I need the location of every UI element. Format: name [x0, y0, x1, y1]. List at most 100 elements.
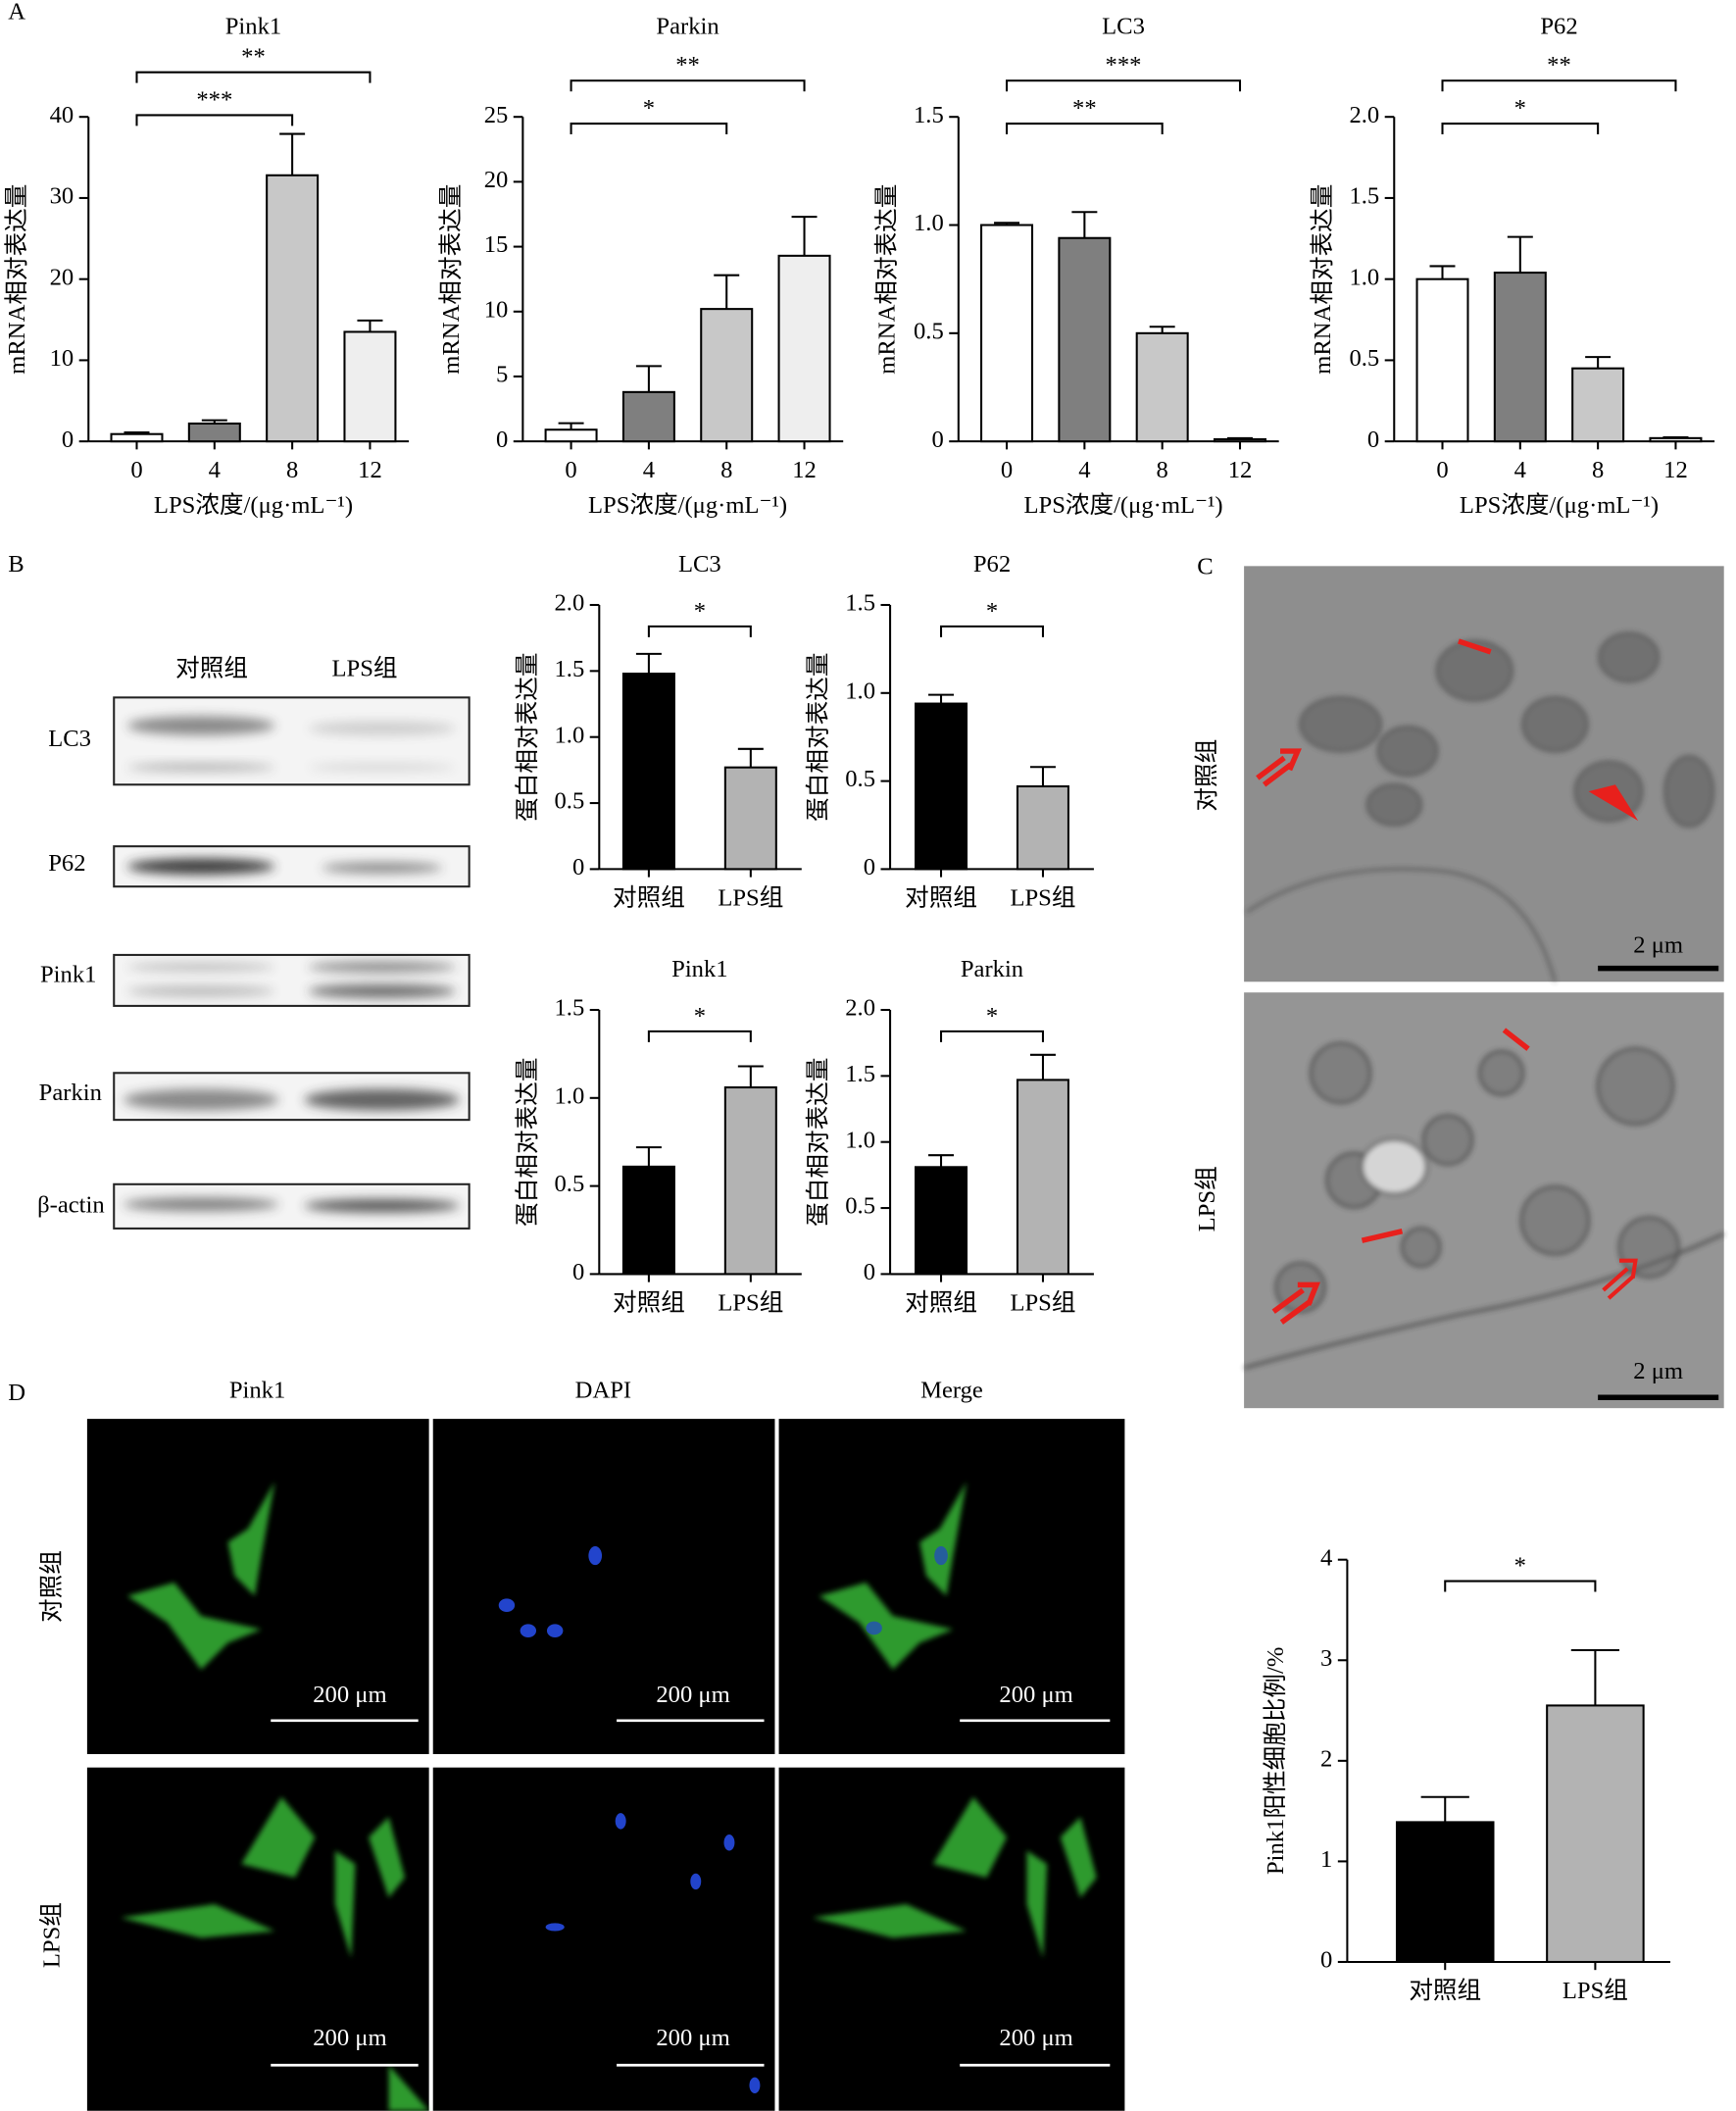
bar: [621, 1165, 675, 1276]
x-tick-label: 8: [720, 457, 732, 483]
bar: [1213, 437, 1267, 443]
band: [308, 763, 456, 772]
significance-bracket: [1006, 79, 1242, 92]
y-axis-label: mRNA相对表达量: [1309, 184, 1336, 375]
blot-protein: Pink1: [40, 961, 96, 987]
y-tick-label: 0: [931, 427, 943, 453]
significance-bracket: [1006, 123, 1164, 134]
band: [126, 763, 275, 772]
fluorescence-images: Pink1 DAPI Merge 对照组 LPS组 200 μm 200 μm …: [37, 1377, 1125, 2111]
panel-label: A: [8, 0, 25, 25]
error-bar: [737, 747, 764, 768]
em-group: 对照组: [1193, 739, 1220, 812]
y-tick-label: 1.5: [845, 590, 875, 617]
y-tick-label: 25: [484, 102, 509, 128]
bar: [723, 1086, 777, 1276]
error-bar: [357, 319, 383, 332]
significance-bracket: [1444, 1580, 1597, 1592]
chart-title: Parkin: [961, 956, 1023, 982]
y-tick-label: 0.5: [554, 1171, 584, 1197]
x-tick-label: 8: [1157, 457, 1168, 483]
significance-label: ***: [196, 86, 232, 113]
band: [123, 1088, 279, 1111]
bar: [915, 702, 968, 871]
y-tick-label: 2.0: [845, 995, 875, 1022]
y-axis-label: 蛋白相对表达量: [514, 1058, 541, 1227]
bar: [1649, 436, 1703, 443]
x-axis-label: LPS浓度/(μg·mL⁻¹): [1023, 491, 1222, 519]
x-tick-label: 对照组: [613, 884, 685, 912]
blot-protein: LC3: [48, 726, 91, 752]
channel-title: Merge: [920, 1377, 983, 1403]
bar: [621, 673, 675, 871]
y-tick-label: 1: [1320, 1846, 1332, 1873]
band: [304, 1088, 461, 1111]
y-axis-label: 蛋白相对表达量: [514, 653, 541, 822]
x-tick-label: 4: [1514, 457, 1526, 483]
x-tick-label: LPS组: [718, 1289, 783, 1317]
scale-bar-label: 200 μm: [656, 2025, 729, 2051]
y-tick-label: 0: [572, 854, 584, 880]
channel-title: DAPI: [575, 1377, 631, 1403]
bar: [1016, 784, 1069, 871]
bar: [723, 766, 777, 871]
y-tick-label: 3: [1320, 1645, 1332, 1672]
error-bar: [1507, 235, 1533, 274]
panel-label: C: [1197, 554, 1213, 580]
y-tick-label: 0: [62, 427, 74, 453]
error-bar: [558, 422, 584, 430]
error-bar: [1029, 1053, 1056, 1081]
significance-label: **: [675, 52, 700, 78]
band: [126, 716, 275, 735]
bar: [343, 330, 397, 443]
significance-bracket: [1441, 123, 1600, 134]
band: [126, 963, 275, 972]
significance-label: **: [1072, 95, 1097, 122]
blot-group: 对照组: [175, 655, 248, 682]
x-tick-label: 对照组: [613, 1289, 685, 1317]
error-bar: [1071, 211, 1098, 238]
scale-bar-label: 200 μm: [999, 2025, 1072, 2051]
error-bar: [635, 1146, 662, 1167]
y-tick-label: 1.0: [914, 210, 944, 236]
x-tick-label: 12: [358, 457, 382, 483]
y-tick-label: 0: [572, 1259, 584, 1285]
bar: [1571, 367, 1625, 443]
bar: [700, 308, 754, 443]
y-axis-label: 蛋白相对表达量: [805, 653, 832, 822]
error-bar: [737, 1065, 764, 1088]
em-image: [1244, 566, 1724, 982]
y-tick-label: 0: [864, 1259, 875, 1285]
x-tick-label: 对照组: [905, 884, 977, 912]
x-tick-label: 0: [1001, 457, 1013, 483]
y-tick-label: 30: [50, 183, 74, 210]
x-tick-label: 对照组: [905, 1289, 977, 1317]
bar: [1016, 1079, 1069, 1276]
blot-protein: P62: [48, 850, 85, 877]
y-tick-label: 1.0: [845, 1127, 875, 1153]
error-bar: [714, 274, 740, 310]
error-bar: [928, 1154, 955, 1168]
bar: [544, 428, 598, 443]
y-tick-label: 0: [1320, 1947, 1332, 1974]
band: [126, 985, 275, 997]
significance-bracket: [570, 123, 728, 134]
scale-bar-label: 2 μm: [1633, 1358, 1683, 1384]
panel-label: D: [8, 1380, 25, 1406]
fluorescence-image: [86, 1419, 429, 1755]
y-axis-label: mRNA相对表达量: [437, 184, 465, 375]
x-tick-label: 12: [1663, 457, 1688, 483]
scale-bar-label: 200 μm: [313, 2025, 386, 2051]
bar: [980, 224, 1034, 443]
x-tick-label: LPS组: [1010, 1289, 1075, 1317]
fluorescence-image: [432, 1419, 775, 1755]
y-tick-label: 0: [496, 427, 508, 453]
blot-group: LPS组: [331, 655, 397, 682]
fluorescence-image: [432, 1767, 775, 2111]
x-tick-label: LPS组: [1010, 884, 1075, 912]
blot-box: [113, 696, 471, 786]
y-tick-label: 1.5: [1349, 183, 1379, 210]
y-tick-label: 1.5: [845, 1061, 875, 1087]
significance-label: *: [1514, 1553, 1526, 1580]
bar: [777, 254, 831, 443]
